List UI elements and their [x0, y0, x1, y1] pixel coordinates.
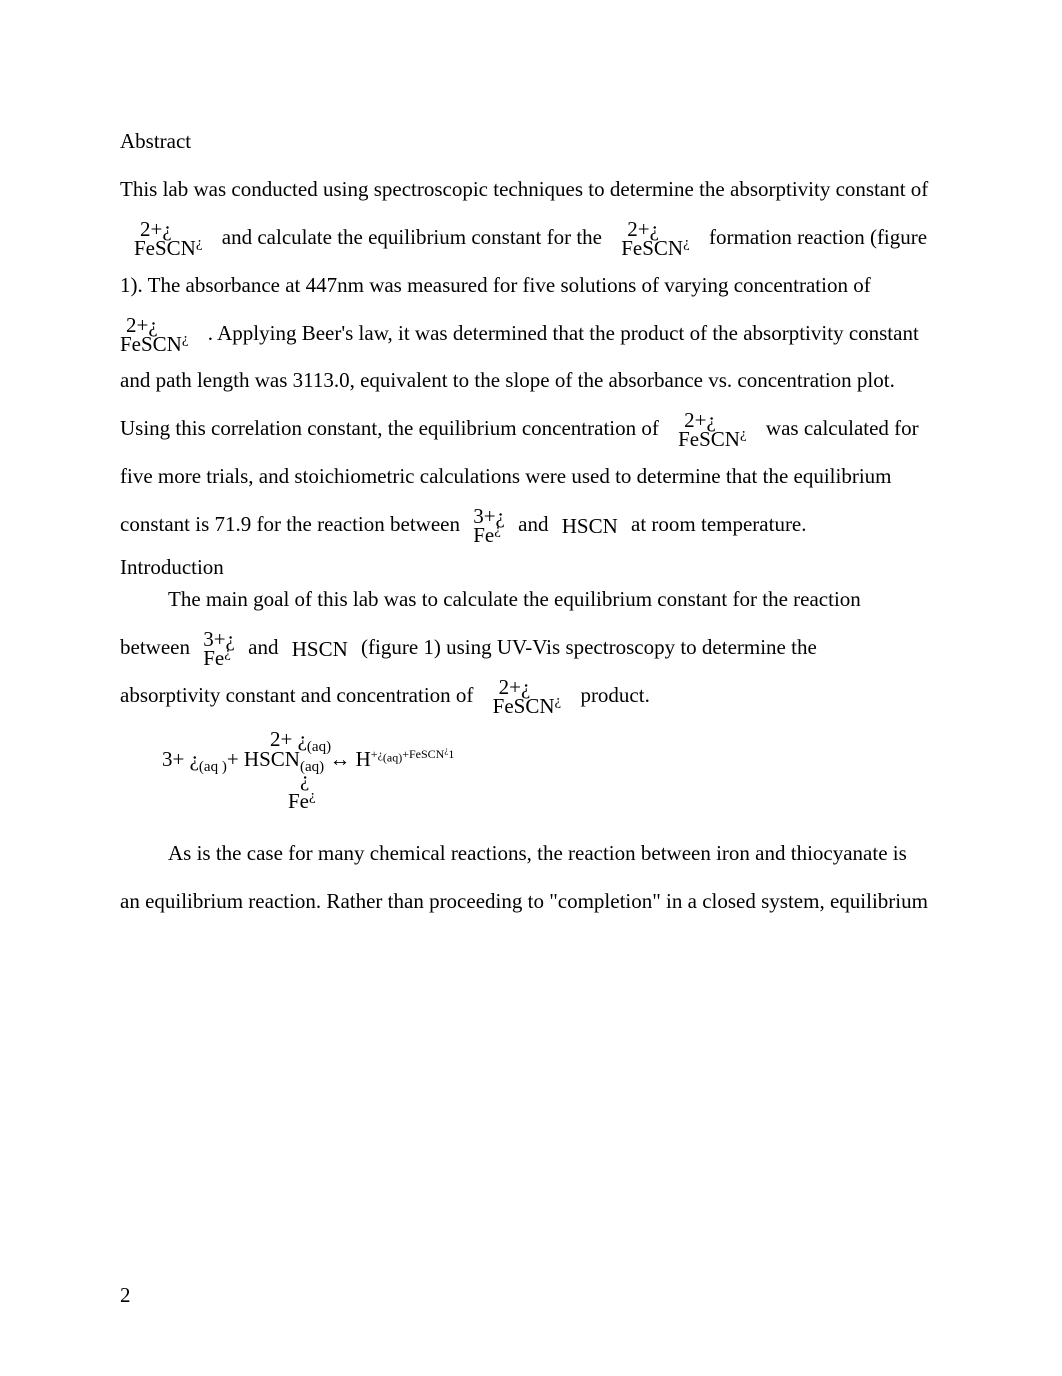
- text-run: between: [120, 635, 190, 659]
- paragraph: and path length was 3113.0, equivalent t…: [120, 357, 942, 405]
- text-run: Fe¿: [300, 789, 316, 813]
- paragraph: The main goal of this lab was to calcula…: [120, 576, 942, 624]
- page-number: 2: [120, 1272, 131, 1320]
- text-run: . Applying Beer's law, it was determined…: [208, 321, 919, 345]
- reaction-equation: 2+ ¿(aq) 3+ ¿(aq )+ HSCN(aq) ↔ H+¿(aq)+F…: [162, 728, 942, 812]
- formula-fescn: 2+¿ FeSCN¿: [120, 315, 189, 355]
- formula-fescn: 2+¿ FeSCN¿: [678, 410, 747, 450]
- paragraph: As is the case for many chemical reactio…: [120, 830, 942, 878]
- formula-bottom: FeSCN¿: [493, 696, 562, 717]
- paragraph: absorptivity constant and concentration …: [120, 672, 942, 720]
- text-run: and calculate the equilibrium constant f…: [222, 225, 602, 249]
- paragraph: constant is 71.9 for the reaction betwee…: [120, 501, 942, 549]
- text-run: formation reaction (figure: [709, 225, 927, 249]
- formula-bottom: FeSCN¿: [621, 238, 690, 259]
- paragraph: five more trials, and stoichiometric cal…: [120, 453, 942, 501]
- formula-bottom: FeSCN¿: [678, 429, 747, 450]
- document-page: Abstract This lab was conducted using sp…: [0, 0, 1062, 1376]
- text-run: constant is 71.9 for the reaction betwee…: [120, 512, 460, 536]
- formula-hscn: HSCN: [562, 516, 618, 537]
- paragraph: Using this correlation constant, the equ…: [120, 405, 942, 453]
- text-run: This lab was conducted using spectroscop…: [120, 177, 928, 201]
- text-run: Using this correlation constant, the equ…: [120, 416, 659, 440]
- text-run: at room temperature.: [631, 512, 807, 536]
- formula-bottom: FeSCN¿: [120, 334, 189, 355]
- abstract-heading: Abstract: [120, 118, 942, 166]
- paragraph: between 3+¿ Fe¿ and HSCN (figure 1) usin…: [120, 624, 942, 672]
- equation-row: ¿ Fe¿: [162, 768, 942, 812]
- equation-row: 3+ ¿(aq )+ HSCN(aq) ↔ H+¿(aq)+FeSCN¿1: [162, 748, 942, 770]
- formula-fe: 3+¿ Fe¿: [473, 506, 505, 546]
- text-run: and: [248, 635, 278, 659]
- formula-fe: 3+¿ Fe¿: [203, 629, 235, 669]
- exponent: +¿(aq)+FeSCN¿1: [371, 747, 455, 761]
- paragraph: 2+¿ FeSCN¿ . Applying Beer's law, it was…: [120, 310, 942, 358]
- text-run: absorptivity constant and concentration …: [120, 683, 473, 707]
- text-run: (figure 1) using UV-Vis spectroscopy to …: [361, 635, 817, 659]
- text-run: was calculated for: [766, 416, 919, 440]
- formula-fescn: 2+¿ FeSCN¿: [493, 677, 562, 717]
- text-run: and: [518, 512, 548, 536]
- formula-bottom: FeSCN¿: [134, 238, 203, 259]
- paragraph: an equilibrium reaction. Rather than pro…: [120, 878, 942, 926]
- formula-fescn: 2+¿ FeSCN¿: [134, 219, 203, 259]
- paragraph: 1). The absorbance at 447nm was measured…: [120, 262, 942, 310]
- formula-bottom: Fe¿: [473, 525, 505, 546]
- formula-bottom: Fe¿: [203, 648, 235, 669]
- paragraph: This lab was conducted using spectroscop…: [120, 166, 942, 214]
- formula-fescn: 2+¿ FeSCN¿: [621, 219, 690, 259]
- paragraph: 2+¿ FeSCN¿ and calculate the equilibrium…: [120, 214, 942, 262]
- formula-hscn: HSCN: [292, 639, 348, 660]
- text-run: product.: [580, 683, 649, 707]
